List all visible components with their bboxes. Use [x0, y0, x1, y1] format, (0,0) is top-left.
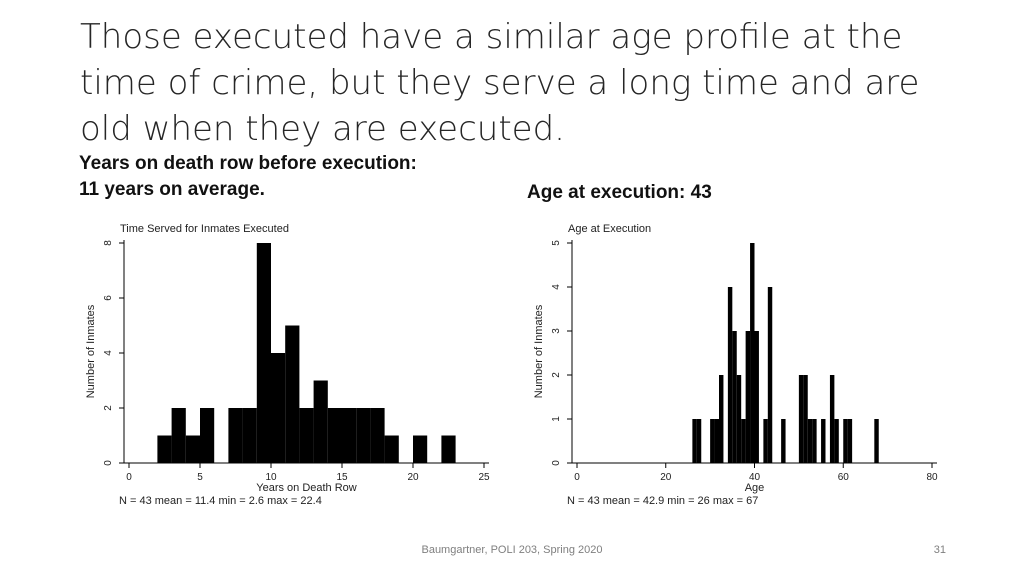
slide-title: Those executed have a similar age profil…: [80, 14, 980, 152]
histogram-bar: [812, 419, 817, 463]
summary-stats-note: N = 43 mean = 42.9 min = 26 max = 67: [567, 495, 758, 507]
histogram-bar: [242, 408, 257, 463]
x-tick-label: 20: [660, 472, 672, 483]
histogram-bar: [732, 331, 737, 463]
histogram-bar: [228, 408, 243, 463]
page-number: 31: [933, 544, 946, 556]
y-axis-label: Number of Inmates: [85, 304, 97, 398]
x-axis-label: Age: [745, 482, 765, 494]
histogram-bar: [745, 331, 751, 463]
title-line: time of crime, but they serve a long tim…: [80, 63, 920, 103]
histogram-bar: [798, 375, 804, 463]
x-tick-label: 25: [478, 472, 490, 483]
y-tick-label: 8: [103, 240, 114, 246]
y-tick-label: 4: [103, 350, 114, 356]
histogram-bar: [750, 243, 755, 463]
histogram-bar: [271, 353, 286, 463]
y-tick-label: 0: [103, 460, 114, 466]
histogram-bar: [413, 435, 428, 463]
histogram-bar: [843, 419, 848, 463]
slide-footer: Baumgartner, POLI 203, Spring 2020: [421, 544, 603, 556]
histogram-bar: [696, 419, 702, 463]
time-served-caption: Years on death row before execution: 11 …: [79, 151, 417, 203]
histogram-bar: [754, 331, 759, 463]
y-tick-label: 5: [551, 240, 562, 246]
x-tick-label: 80: [926, 472, 938, 483]
summary-stats-note: N = 43 mean = 11.4 min = 2.6 max = 22.4: [119, 495, 322, 507]
histogram-bar: [356, 408, 371, 463]
histogram-bar: [741, 419, 746, 463]
histogram-bar: [692, 419, 697, 463]
x-tick-label: 0: [574, 472, 580, 483]
time-served-histogram: Time Served for Inmates Executed 0 2 4 6 8 0 5 1…: [85, 223, 490, 507]
y-tick-label: 4: [551, 284, 562, 290]
histogram-bar: [157, 435, 172, 463]
histogram-bar: [763, 419, 768, 463]
y-tick-label: 6: [103, 295, 114, 301]
histogram-bar: [834, 419, 839, 463]
histogram-bar: [874, 419, 879, 463]
age-caption: Age at execution: 43: [527, 180, 712, 206]
histogram-bar: [719, 375, 724, 463]
chart-title: Time Served for Inmates Executed: [120, 223, 289, 235]
title-line: Those executed have a similar age profil…: [80, 17, 903, 57]
histogram-bar: [342, 408, 357, 463]
x-tick-label: 0: [126, 472, 132, 483]
histogram-bar: [829, 375, 835, 463]
histogram-bar: [807, 419, 813, 463]
histogram-bar: [781, 419, 786, 463]
histogram-bar: [803, 375, 808, 463]
chart-title: Age at Execution: [568, 223, 651, 235]
y-tick-label: 2: [551, 372, 562, 378]
histogram-bar: [736, 375, 742, 463]
x-tick-label: 10: [265, 472, 277, 483]
x-tick-label: 40: [749, 472, 761, 483]
histogram-bar: [821, 419, 826, 463]
caption-line: Age at execution: 43: [527, 182, 712, 203]
histogram-bar: [727, 287, 733, 463]
age-at-execution-histogram: Age at Execution 0 1 2 3 4 5 0 20 40 60 80 Age Number…: [533, 223, 938, 507]
histogram-bar: [171, 408, 186, 463]
x-tick-label: 5: [197, 472, 203, 483]
y-tick-label: 2: [103, 405, 114, 411]
histogram-bar: [847, 419, 853, 463]
x-tick-label: 60: [838, 472, 850, 483]
y-tick-label: 0: [551, 460, 562, 466]
histogram-bar: [714, 419, 719, 463]
histogram-bar: [285, 325, 300, 463]
x-tick-label: 15: [336, 472, 348, 483]
histogram-bar: [384, 435, 399, 463]
y-axis-label: Number of Inmates: [533, 304, 545, 398]
histogram-bar: [370, 408, 385, 463]
histogram-bar: [313, 380, 328, 463]
caption-line: 11 years on average.: [79, 179, 265, 200]
x-axis-label: Years on Death Row: [256, 482, 357, 494]
y-tick-label: 1: [551, 416, 562, 422]
histogram-bar: [710, 419, 715, 463]
histogram-bar: [200, 408, 215, 463]
x-tick-label: 20: [407, 472, 419, 483]
histogram-bar: [299, 408, 314, 463]
histogram-bar: [327, 408, 342, 463]
caption-line: Years on death row before execution:: [79, 153, 417, 174]
y-tick-label: 3: [551, 328, 562, 334]
histogram-bar: [441, 435, 456, 463]
histogram-bar: [256, 243, 271, 463]
title-line: old when they are executed.: [80, 109, 565, 149]
histogram-bar: [185, 435, 200, 463]
histogram-bar: [767, 287, 773, 463]
